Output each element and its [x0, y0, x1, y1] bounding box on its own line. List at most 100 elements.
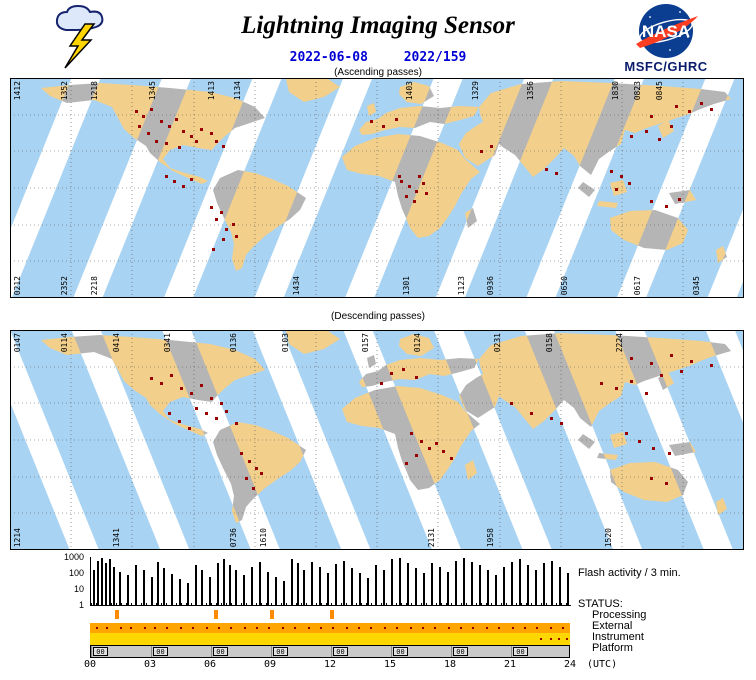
lightning-flash-dot: [422, 182, 425, 185]
instrument-status-dot: [486, 627, 488, 629]
flash-activity-bar: [559, 566, 561, 605]
instrument-status-dot: [370, 627, 372, 629]
flash-activity-bar: [297, 563, 299, 605]
lightning-bolt-shape: [64, 23, 96, 69]
flash-activity-bar: [487, 570, 489, 605]
pass-time-label: 1356: [526, 81, 536, 101]
flash-activity-bar: [543, 563, 545, 605]
lightning-flash-dot: [650, 477, 653, 480]
lightning-flash-dot: [212, 248, 215, 251]
hour-tick-label: 00: [83, 659, 97, 670]
pass-time-label: 1301: [401, 275, 411, 295]
lightning-flash-dot: [215, 218, 218, 221]
storm-cloud-lightning-icon: [52, 4, 116, 70]
lightning-flash-dot: [225, 228, 228, 231]
pass-time-label: 2224: [614, 333, 624, 353]
instrument-status-dot: [346, 627, 348, 629]
hour-tick-label: 03: [143, 659, 157, 670]
instrument-status-dot: [206, 627, 208, 629]
lightning-flash-dot: [660, 374, 663, 377]
instrument-status-dot: [536, 627, 538, 629]
instrument-status-dot: [512, 627, 514, 629]
lightning-flash-dot: [398, 175, 401, 178]
instrument-status-dot: [256, 627, 258, 629]
time-axis-segment: 00: [331, 646, 392, 657]
instrument-status-dot: [358, 627, 360, 629]
lightning-flash-dot: [200, 128, 203, 131]
minute-cell: 00: [273, 647, 288, 656]
lightning-flash-dot: [222, 145, 225, 148]
lightning-flash-dot: [710, 364, 713, 367]
flash-activity-bar: [391, 559, 393, 605]
lightning-flash-dot: [678, 198, 681, 201]
flash-activity-bar: [351, 568, 353, 605]
instrument-status-dot: [396, 627, 398, 629]
lightning-flash-dot: [638, 440, 641, 443]
lightning-flash-dot: [175, 118, 178, 121]
status-strip: [90, 607, 570, 645]
lightning-flash-dot: [220, 402, 223, 405]
flash-activity-bar: [343, 560, 345, 605]
flash-activity-bar: [327, 573, 329, 605]
date-iso: 2022-06-08: [289, 50, 368, 65]
lightning-flash-dot: [415, 190, 418, 193]
pass-time-label: 0158: [544, 333, 554, 353]
lightning-flash-dot: [180, 387, 183, 390]
lightning-flash-dot: [395, 118, 398, 121]
pass-time-label: 0124: [412, 333, 422, 353]
red-vector-swoosh: [636, 16, 698, 48]
flash-activity-bar: [319, 566, 321, 605]
flash-activity-bar: [431, 563, 433, 605]
lightning-flash-dot: [147, 132, 150, 135]
flash-activity-bar: [407, 563, 409, 605]
time-axis-segment: 00: [451, 646, 512, 657]
pass-time-label: 1218: [89, 81, 99, 101]
status-row-label-platform: Platform: [592, 642, 633, 654]
lightning-flash-dot: [380, 382, 383, 385]
processing-event-mark: [330, 610, 334, 619]
lightning-flash-dot: [668, 452, 671, 455]
instrument-status-dot: [562, 627, 564, 629]
lat-lon-graticule: [10, 78, 744, 298]
flash-activity-bar: [127, 574, 129, 605]
storm-icon-svg: [55, 4, 104, 69]
lightning-flash-dot: [405, 462, 408, 465]
lightning-flash-dot: [710, 108, 713, 111]
flash-activity-bar: [187, 582, 189, 605]
flash-activity-bar: [113, 566, 115, 605]
flash-activity-bar: [423, 573, 425, 605]
pass-time-label: 0157: [361, 333, 371, 353]
lightning-flash-dot: [182, 130, 185, 133]
lightning-flash-dot: [402, 368, 405, 371]
descending-map-svg: [10, 330, 744, 550]
pass-time-label: 1341: [111, 527, 121, 547]
instrument-status-dot: [96, 627, 98, 629]
instrument-status-dot: [180, 627, 182, 629]
lightning-flash-dot: [190, 178, 193, 181]
pass-time-label: 0617: [632, 275, 642, 295]
instrument-status-dot: [268, 627, 270, 629]
pass-time-label: 0414: [111, 333, 121, 353]
flash-activity-bar: [398, 557, 401, 605]
flash-activity-bar: [250, 566, 253, 605]
pass-time-label: 2131: [427, 527, 437, 547]
pass-time-label: 0736: [229, 527, 239, 547]
instrument-status-dot: [550, 627, 552, 629]
lightning-flash-dot: [168, 412, 171, 415]
minute-cell: 00: [513, 647, 528, 656]
lightning-flash-dot: [178, 146, 181, 149]
lightning-flash-dot: [178, 420, 181, 423]
ascending-map-svg: [10, 78, 744, 298]
flash-activity-bar: [179, 579, 181, 605]
lightning-flash-dot: [210, 132, 213, 135]
pass-time-label: 0845: [654, 81, 664, 101]
flash-activity-bar: [135, 565, 137, 605]
lightning-flash-dot: [255, 467, 258, 470]
minute-cell: 00: [213, 647, 228, 656]
pass-time-label: 0136: [229, 333, 239, 353]
flash-activity-bar: [209, 576, 211, 605]
flash-activity-bar: [415, 568, 417, 605]
lightning-flash-dot: [182, 185, 185, 188]
flash-activity-plot: [90, 557, 571, 606]
